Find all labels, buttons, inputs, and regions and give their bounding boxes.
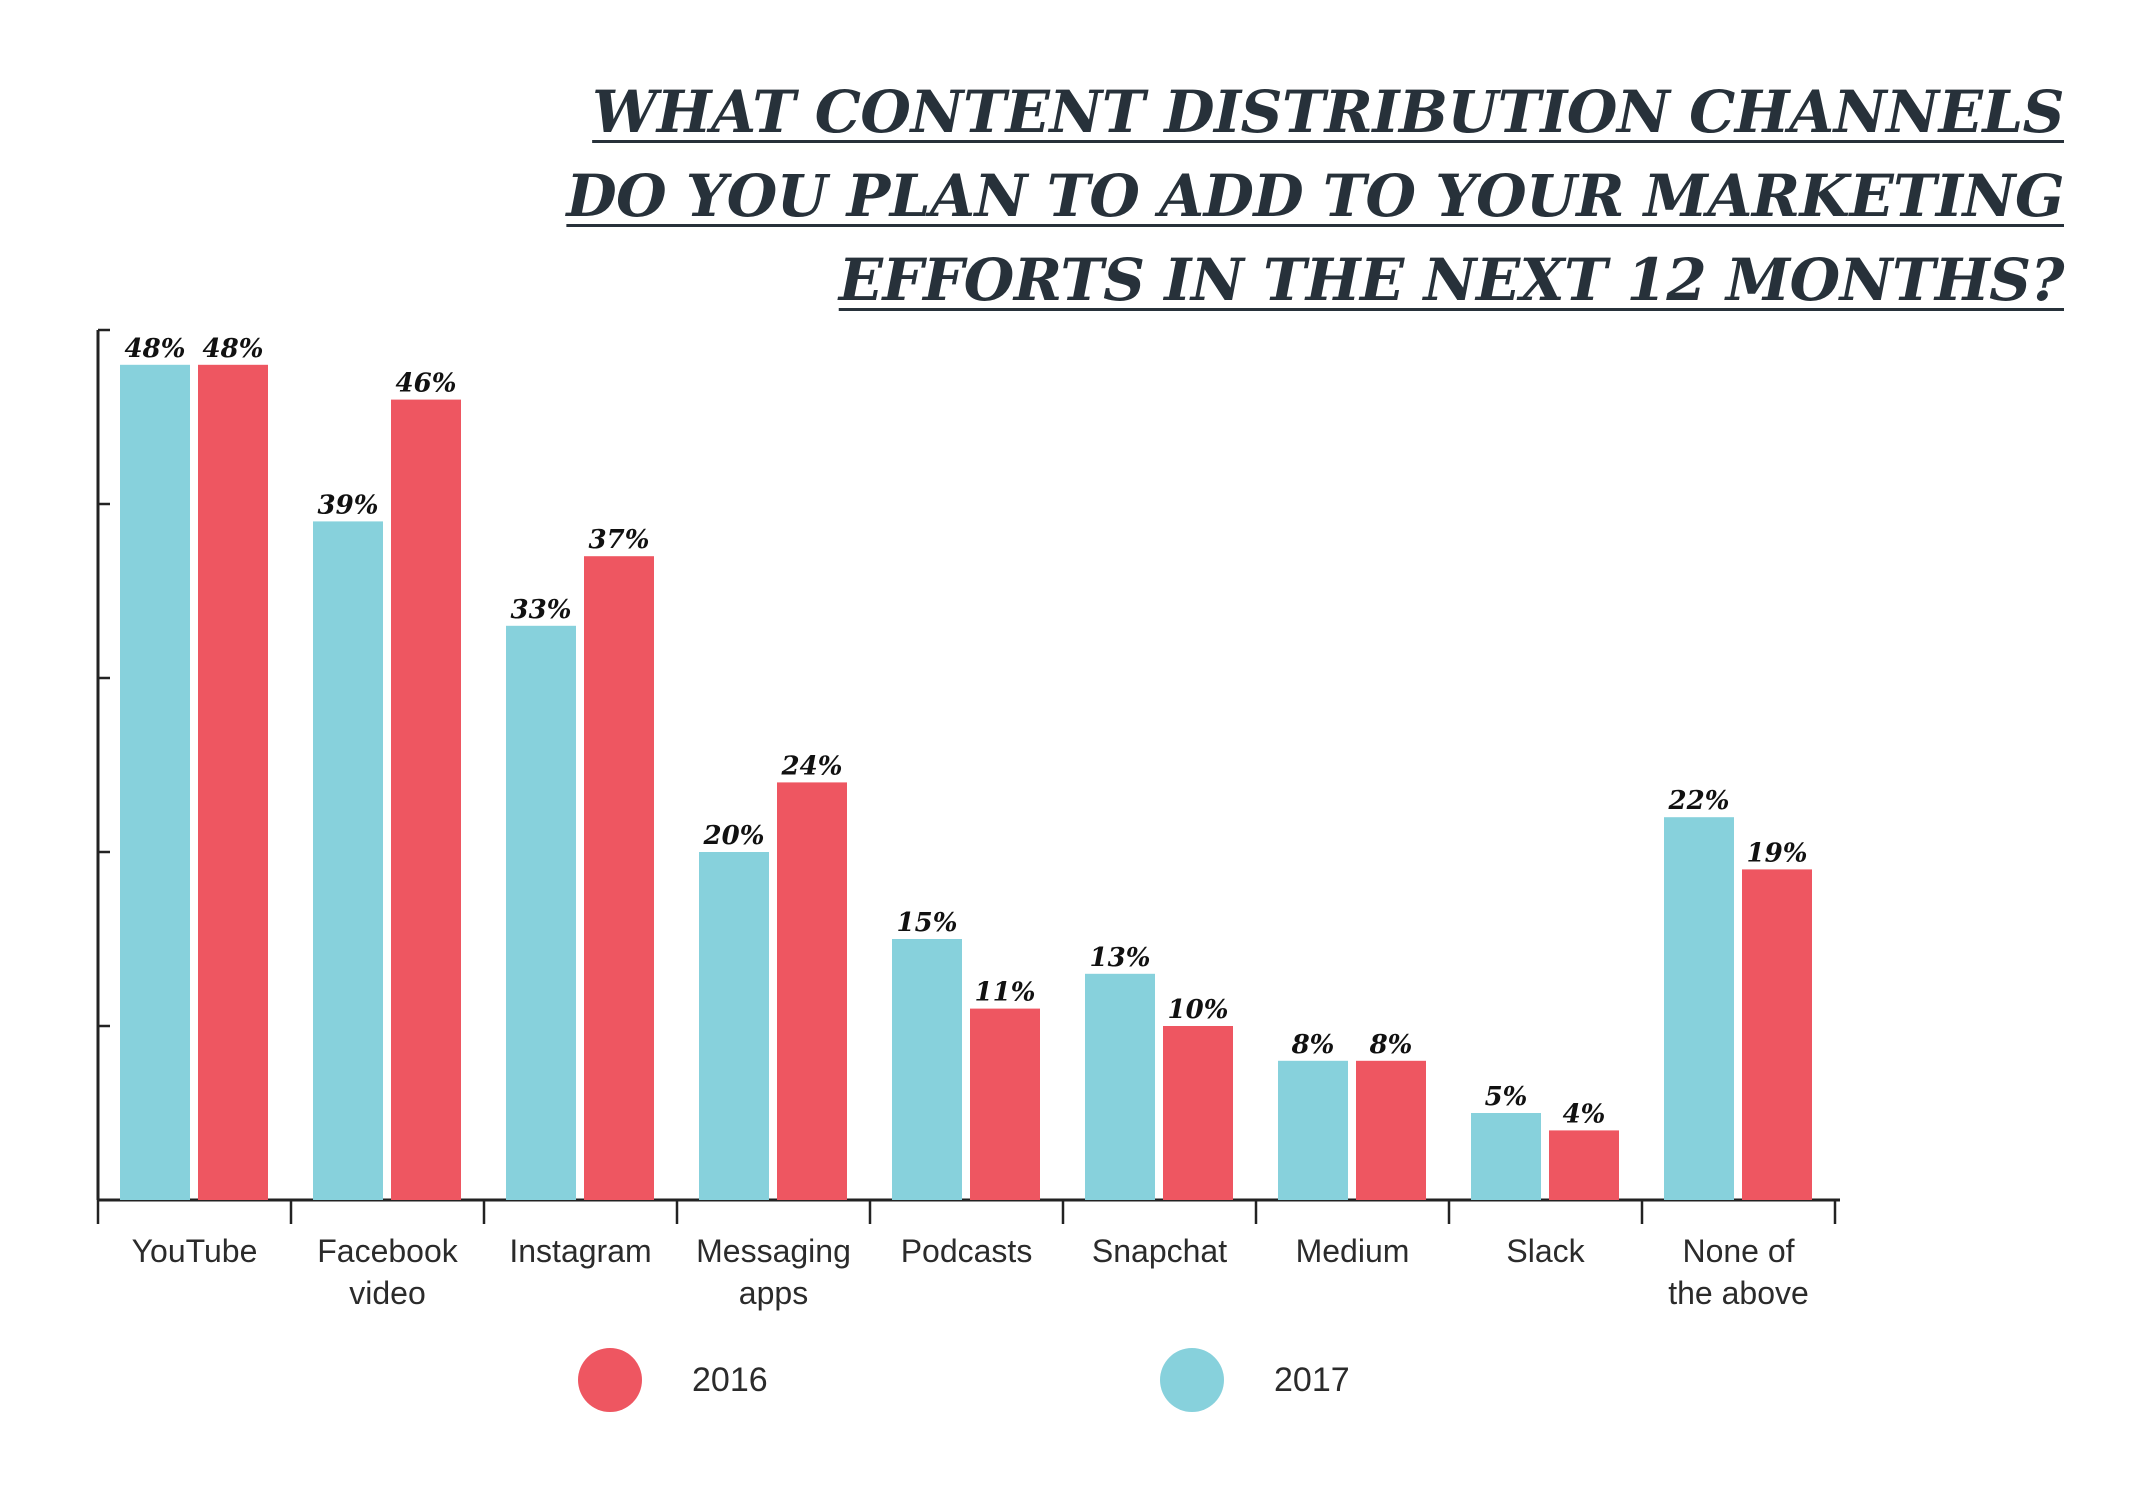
- legend-swatch-2016: [578, 1348, 642, 1412]
- bar-2016-6: [1356, 1060, 1426, 1200]
- bar-2017-0: [120, 364, 190, 1200]
- category-label-1-0: Facebook: [317, 1233, 459, 1269]
- value-label-2016-1: 46%: [396, 369, 457, 399]
- category-label-6-0: Medium: [1296, 1233, 1410, 1269]
- bar-2017-4: [892, 939, 962, 1200]
- value-label-2017-2: 33%: [511, 595, 572, 625]
- category-label-0-0: YouTube: [132, 1233, 258, 1269]
- category-label-5-0: Snapchat: [1092, 1233, 1227, 1269]
- bar-2017-3: [699, 852, 769, 1200]
- value-label-2016-3: 24%: [781, 751, 843, 781]
- category-label-1-1: video: [349, 1275, 426, 1311]
- bar-2017-5: [1085, 973, 1155, 1200]
- bar-2017-7: [1471, 1113, 1541, 1200]
- legend-swatch-2017: [1160, 1348, 1224, 1412]
- title-line-2: DO YOU PLAN TO ADD TO YOUR MARKETING: [566, 162, 2064, 230]
- title-line-3: EFFORTS IN THE NEXT 12 MONTHS?: [838, 246, 2065, 314]
- value-label-2016-0: 48%: [203, 334, 264, 364]
- chart-title: WHAT CONTENT DISTRIBUTION CHANNELS DO YO…: [566, 70, 2064, 322]
- value-label-2017-4: 15%: [897, 908, 958, 938]
- value-label-2016-5: 10%: [1168, 995, 1229, 1025]
- bar-2016-1: [391, 399, 461, 1201]
- bar-2016-4: [970, 1008, 1040, 1200]
- category-label-8-1: the above: [1668, 1275, 1809, 1311]
- value-label-2016-8: 19%: [1747, 838, 1808, 868]
- value-label-2017-7: 5%: [1485, 1082, 1528, 1112]
- bar-2016-7: [1549, 1130, 1619, 1200]
- value-label-2016-7: 4%: [1563, 1099, 1606, 1129]
- legend-item-2016: 2016: [578, 1345, 768, 1415]
- category-label-2-0: Instagram: [509, 1233, 651, 1269]
- value-label-2017-6: 8%: [1291, 1030, 1335, 1060]
- value-label-2017-3: 20%: [703, 821, 765, 851]
- value-label-2017-8: 22%: [1668, 786, 1730, 816]
- category-label-8-0: None of: [1682, 1233, 1794, 1269]
- bar-2016-2: [584, 556, 654, 1200]
- bar-2016-3: [777, 782, 847, 1200]
- bar-2017-2: [506, 625, 576, 1200]
- bar-2017-1: [313, 521, 383, 1200]
- bar-2017-8: [1664, 817, 1734, 1200]
- category-label-3-0: Messaging: [696, 1233, 851, 1269]
- category-label-7-0: Slack: [1506, 1233, 1585, 1269]
- value-label-2016-4: 11%: [975, 978, 1036, 1008]
- legend-item-2017: 2017: [1160, 1345, 1350, 1415]
- value-label-2017-0: 48%: [125, 334, 186, 364]
- title-line-1: WHAT CONTENT DISTRIBUTION CHANNELS: [592, 78, 2064, 146]
- legend-label-2016: 2016: [692, 1360, 768, 1399]
- bar-2016-5: [1163, 1026, 1233, 1200]
- legend-label-2017: 2017: [1274, 1360, 1350, 1399]
- category-label-3-1: apps: [739, 1275, 808, 1311]
- bar-2016-0: [198, 364, 268, 1200]
- category-label-4-0: Podcasts: [901, 1233, 1033, 1269]
- value-label-2016-2: 37%: [589, 525, 650, 555]
- bar-2016-8: [1742, 869, 1812, 1200]
- value-label-2016-6: 8%: [1369, 1030, 1413, 1060]
- bar-2017-6: [1278, 1060, 1348, 1200]
- value-label-2017-5: 13%: [1090, 943, 1151, 973]
- value-label-2017-1: 39%: [318, 490, 379, 520]
